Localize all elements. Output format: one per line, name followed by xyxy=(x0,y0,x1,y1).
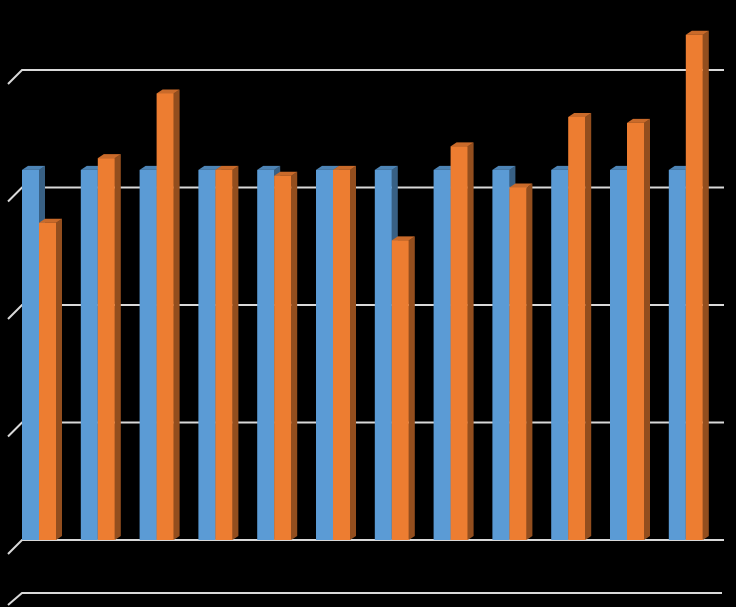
bar-front-series2-8 xyxy=(450,146,468,540)
bar-front-series1-2 xyxy=(80,169,98,540)
bar-series2-8 xyxy=(450,142,474,540)
bar-series2-7 xyxy=(391,236,415,540)
bar-front-series2-7 xyxy=(391,240,409,540)
bar-top-series2-11 xyxy=(627,118,650,123)
bar-series2-1 xyxy=(39,218,62,540)
bar-top-series2-8 xyxy=(450,142,474,147)
bar-front-series2-5 xyxy=(274,175,292,540)
bar-front-series1-5 xyxy=(257,169,275,540)
bar-front-series1-11 xyxy=(610,169,627,540)
bar-top-series1-9 xyxy=(492,165,516,170)
bar-series2-2 xyxy=(97,154,121,540)
bar-front-series1-8 xyxy=(433,169,451,540)
bar-top-series2-2 xyxy=(97,154,121,159)
bar-front-series2-2 xyxy=(97,158,115,540)
bar-side-series2-11 xyxy=(644,118,650,540)
bar-side-series2-9 xyxy=(526,183,533,540)
bar-front-series2-12 xyxy=(685,34,703,540)
bar-series2-5 xyxy=(274,171,298,540)
bar-series2-3 xyxy=(156,89,180,540)
bar-series2-4 xyxy=(215,165,239,540)
bar-top-series1-7 xyxy=(374,165,398,170)
bar-top-series1-4 xyxy=(198,165,222,170)
bar-side-series2-4 xyxy=(232,165,239,540)
bar-series2-12 xyxy=(685,30,709,540)
floor-line xyxy=(7,592,722,606)
bar-top-series2-6 xyxy=(333,165,356,170)
bar-side-series2-5 xyxy=(291,171,298,540)
bar-top-series2-10 xyxy=(568,113,592,117)
bar-side-series2-12 xyxy=(702,30,709,540)
bar-front-series1-7 xyxy=(374,169,392,540)
bar-top-series2-4 xyxy=(215,165,239,170)
bar-top-series2-9 xyxy=(509,183,533,188)
bar-front-series2-3 xyxy=(156,93,174,540)
bar-side-series2-2 xyxy=(114,154,121,540)
bar-side-series2-8 xyxy=(467,142,474,540)
bar-front-series2-10 xyxy=(568,117,586,540)
bar-front-series2-1 xyxy=(39,222,56,540)
bar-top-series1-5 xyxy=(257,165,281,170)
bar-front-series2-4 xyxy=(215,169,233,540)
bar-side-series2-3 xyxy=(173,89,180,540)
bar-front-series1-1 xyxy=(22,169,39,540)
bar-series2-9 xyxy=(509,183,533,540)
bar-series2-10 xyxy=(568,113,592,540)
bar-side-series2-10 xyxy=(585,113,592,540)
gridline-4 xyxy=(7,69,724,85)
bar-top-series2-1 xyxy=(39,218,62,223)
bar-top-series1-1 xyxy=(22,165,45,170)
bar-front-series1-10 xyxy=(551,169,569,540)
bar-front-series1-4 xyxy=(198,169,216,540)
bar-front-series1-6 xyxy=(316,169,333,540)
bar-top-series2-3 xyxy=(156,89,180,94)
bar-top-series2-12 xyxy=(685,30,709,35)
bar-front-series1-3 xyxy=(139,169,157,540)
bar-top-series2-7 xyxy=(391,236,415,241)
bar-front-series1-12 xyxy=(668,169,686,540)
bar-front-series2-6 xyxy=(333,169,350,540)
bar-side-series2-1 xyxy=(56,218,62,540)
bar-series2-11 xyxy=(627,118,650,540)
bars xyxy=(22,30,709,540)
bar-series2-6 xyxy=(333,165,356,540)
bar-side-series2-7 xyxy=(408,236,415,540)
bar-front-series2-11 xyxy=(627,122,644,540)
bar-top-series2-5 xyxy=(274,171,298,176)
bar-side-series2-6 xyxy=(350,165,356,540)
bar-top-series1-6 xyxy=(316,165,339,170)
bar-front-series2-9 xyxy=(509,187,527,540)
bar-front-series1-9 xyxy=(492,169,510,540)
